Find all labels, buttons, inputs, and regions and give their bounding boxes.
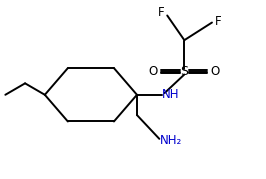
Text: F: F <box>214 15 221 28</box>
Text: S: S <box>180 65 188 78</box>
Text: F: F <box>158 6 165 19</box>
Text: O: O <box>149 65 158 78</box>
Text: NH₂: NH₂ <box>160 134 182 147</box>
Text: NH: NH <box>162 88 179 101</box>
Text: O: O <box>211 65 220 78</box>
